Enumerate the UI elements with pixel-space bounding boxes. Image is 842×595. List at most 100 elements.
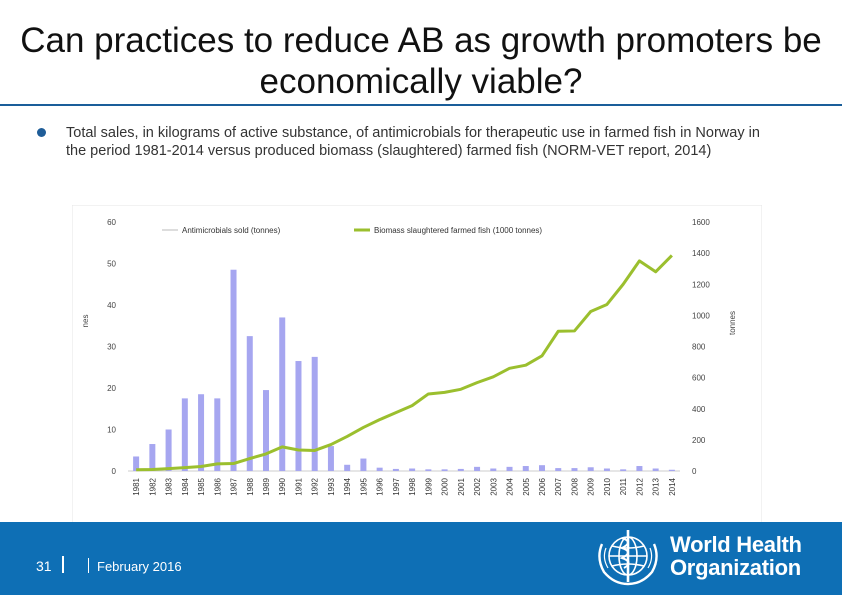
bar-antimicrobials [198, 394, 205, 471]
bar-antimicrobials [668, 469, 675, 471]
x-tick-label: 1995 [359, 477, 368, 495]
y-left-axis-label: nes [81, 315, 90, 328]
org-name-line1: World Health [670, 532, 802, 557]
x-tick-label: 1997 [392, 477, 401, 495]
y-right-tick-label: 0 [692, 467, 697, 476]
x-tick-label: 2003 [489, 477, 498, 495]
x-tick-label: 1990 [278, 477, 287, 495]
x-tick-label: 2007 [554, 477, 563, 495]
x-tick-label: 2000 [441, 477, 450, 495]
y-right-tick-label: 1400 [692, 249, 710, 258]
bar-antimicrobials [636, 466, 643, 471]
x-tick-label: 1988 [246, 477, 255, 495]
x-tick-label: 1986 [213, 477, 222, 495]
x-tick-label: 1981 [132, 477, 141, 495]
bar-antimicrobials [409, 468, 416, 471]
x-tick-label: 2009 [587, 477, 596, 495]
bar-antimicrobials [571, 468, 578, 471]
y-right-tick-label: 400 [692, 405, 706, 414]
legend-label-antimicrobials: Antimicrobials sold (tonnes) [182, 226, 281, 235]
bar-antimicrobials [652, 468, 659, 471]
who-logo-text: World Health Organization [670, 533, 802, 579]
title-divider [0, 104, 842, 106]
y-right-tick-label: 200 [692, 436, 706, 445]
legend-label-biomass: Biomass slaughtered farmed fish (1000 to… [374, 226, 542, 235]
bar-antimicrobials [474, 466, 481, 471]
line-biomass [136, 254, 673, 472]
y-left-tick-label: 40 [107, 301, 116, 310]
bar-antimicrobials [539, 465, 545, 471]
bar-antimicrobials [181, 398, 188, 471]
bar-antimicrobials [522, 466, 529, 471]
x-tick-label: 2006 [538, 477, 547, 495]
bar-antimicrobials [149, 444, 156, 471]
x-tick-label: 1996 [376, 477, 385, 495]
bar-antimicrobials [214, 398, 221, 471]
x-tick-label: 2014 [668, 477, 677, 495]
bar-antimicrobials [376, 467, 383, 471]
bar-antimicrobials [392, 468, 399, 471]
footer-bar [0, 522, 842, 595]
y-left-tick-label: 60 [107, 218, 116, 227]
y-right-axis-label: tonnes [728, 311, 737, 335]
x-tick-label: 2005 [522, 477, 531, 495]
bar-antimicrobials [279, 317, 286, 471]
x-tick-label: 1983 [165, 477, 174, 495]
x-tick-label: 2002 [473, 477, 482, 495]
page-number: 31 [36, 558, 52, 574]
page-title: Can practices to reduce AB as growth pro… [20, 21, 822, 101]
bar-antimicrobials [263, 390, 269, 471]
bar-antimicrobials [311, 356, 318, 471]
x-tick-label: 2004 [506, 477, 515, 495]
x-tick-label: 1992 [311, 477, 320, 495]
footer-separator [62, 556, 64, 573]
bar-antimicrobials [360, 458, 367, 471]
x-tick-label: 1993 [327, 477, 336, 495]
bullet-dot-icon [37, 128, 46, 137]
x-tick-label: 1985 [197, 477, 206, 495]
y-left-tick-label: 30 [107, 343, 116, 352]
bar-antimicrobials [457, 468, 464, 471]
bar-antimicrobials [295, 361, 302, 471]
x-tick-label: 1989 [262, 477, 271, 495]
y-left-tick-label: 20 [107, 384, 116, 393]
bar-antimicrobials [344, 464, 351, 471]
y-right-tick-label: 800 [692, 343, 706, 352]
bar-antimicrobials [133, 456, 140, 471]
y-right-tick-label: 600 [692, 374, 706, 383]
bar-antimicrobials [441, 469, 448, 471]
x-tick-label: 1998 [408, 477, 417, 495]
bar-antimicrobials [620, 469, 627, 471]
bar-antimicrobials [555, 468, 562, 471]
x-tick-label: 2008 [570, 477, 579, 495]
footer-date: February 2016 [97, 559, 182, 574]
x-tick-label: 2011 [619, 477, 628, 495]
y-right-tick-label: 1000 [692, 311, 710, 320]
x-tick-label: 1987 [230, 477, 239, 495]
bar-antimicrobials [230, 269, 237, 471]
chart-frame [72, 205, 762, 523]
bar-antimicrobials [587, 467, 594, 471]
x-tick-label: 1984 [181, 477, 190, 495]
x-tick-label: 2010 [603, 477, 612, 495]
y-right-tick-label: 1200 [692, 280, 710, 289]
bar-antimicrobials [506, 466, 513, 471]
footer-separator [88, 558, 89, 573]
x-tick-label: 1994 [343, 477, 352, 495]
bar-antimicrobials [603, 468, 610, 471]
x-tick-label: 1999 [424, 477, 433, 495]
bar-antimicrobials [490, 468, 497, 471]
bar-antimicrobials [425, 469, 432, 471]
sales-biomass-chart: 0102030405060020040060080010001200140016… [72, 205, 762, 523]
y-left-tick-label: 0 [112, 467, 117, 476]
org-name-line2: Organization [670, 555, 801, 580]
bar-antimicrobials [246, 336, 253, 471]
y-left-tick-label: 50 [107, 260, 116, 269]
who-emblem-icon [598, 530, 658, 586]
x-tick-label: 2001 [457, 477, 466, 495]
bullet-text: Total sales, in kilograms of active subs… [66, 125, 760, 159]
x-tick-label: 1982 [148, 477, 157, 495]
x-tick-label: 1991 [294, 477, 303, 495]
bar-antimicrobials [327, 446, 334, 471]
x-tick-label: 2012 [635, 477, 644, 495]
